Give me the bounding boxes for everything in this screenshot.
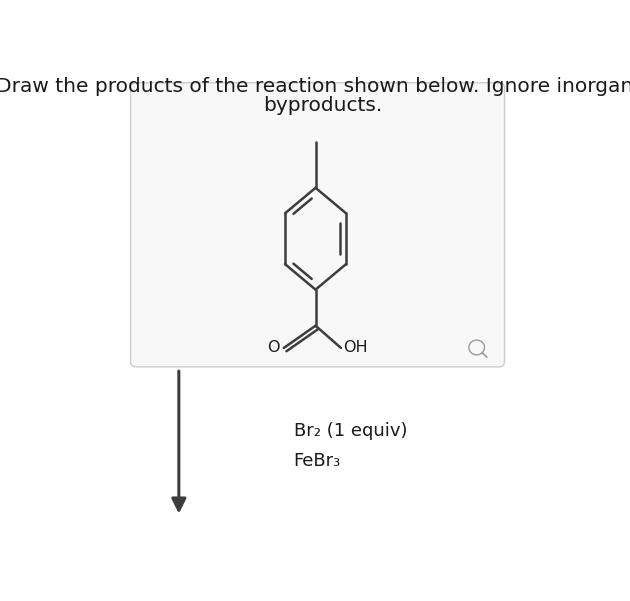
Text: FeBr₃: FeBr₃	[294, 452, 341, 470]
Text: byproducts.: byproducts.	[263, 96, 382, 115]
Text: OH: OH	[343, 340, 368, 355]
Text: O: O	[267, 340, 279, 355]
FancyBboxPatch shape	[130, 83, 505, 367]
Text: Br₂ (1 equiv): Br₂ (1 equiv)	[294, 422, 407, 440]
Text: Draw the products of the reaction shown below. Ignore inorganic: Draw the products of the reaction shown …	[0, 77, 630, 96]
